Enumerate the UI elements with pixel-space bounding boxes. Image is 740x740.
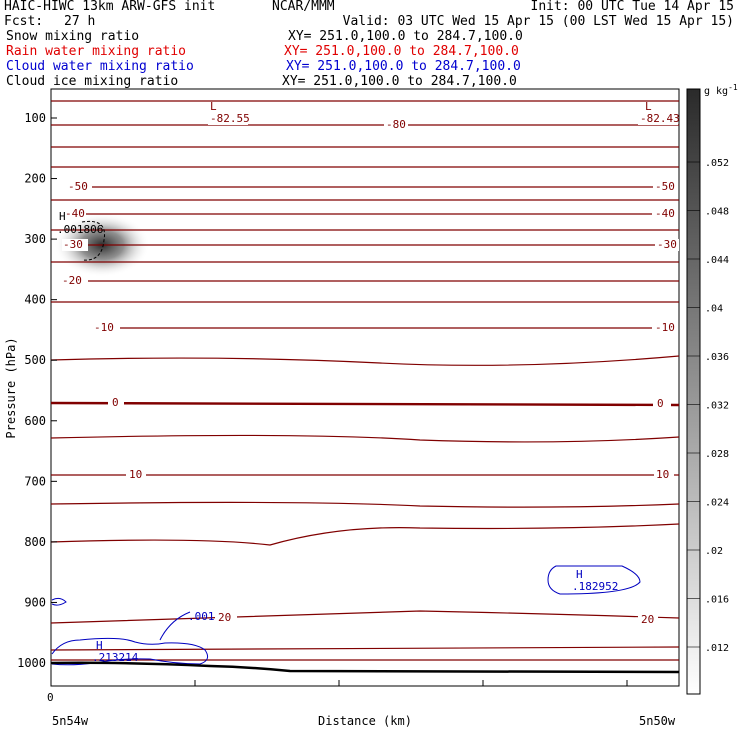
colorbar-tick-label: .048	[705, 207, 729, 218]
contour-label-m20: -20	[62, 274, 82, 287]
field-snow-xy: XY= 251.0,100.0 to 284.7,100.0	[288, 29, 523, 44]
colorbar-tick-label: .04	[705, 304, 723, 315]
colorbar-tick-label: .036	[705, 352, 729, 363]
y-tick-label: 800	[24, 535, 46, 549]
cloud-water-contour-label: .001	[188, 610, 215, 623]
contour-label-10-right: 10	[656, 468, 669, 481]
y-axis: 100 200 300 400 500 600 700 800 900 1000	[17, 111, 57, 670]
y-tick-label: 100	[24, 111, 46, 125]
field-cloudice-name: Cloud ice mixing ratio	[6, 74, 179, 89]
terrain-line	[50, 661, 680, 674]
contour-label-20-left: 20	[218, 611, 231, 624]
y-tick-label: 500	[24, 353, 46, 367]
cloud-water-max-right-symbol: H	[576, 568, 583, 581]
low-marker-right: L	[645, 100, 652, 113]
x-axis-title: Distance (km)	[318, 714, 412, 728]
forecast-label: Fcst:	[4, 14, 44, 29]
contour-label-m50-left: -50	[68, 180, 88, 193]
field-cloudwater-xy: XY= 251.0,100.0 to 284.7,100.0	[286, 59, 521, 74]
cloud-ice-max: H .001806	[57, 210, 103, 236]
y-tick-label: 600	[24, 414, 46, 428]
cloud-water-max-left-symbol: H	[96, 639, 103, 652]
temperature-contour-labels: L -82.55 L -82.43 -80 -50 -50 -40 -40 -3…	[62, 100, 680, 626]
cloud-water-contours	[51, 565, 641, 666]
contour-label-m30-left: -30	[63, 238, 83, 251]
y-tick-label: 400	[24, 293, 46, 307]
contour-label-0-right: 0	[657, 397, 664, 410]
y-tick-label: 900	[24, 595, 46, 609]
x-axis: 0 Distance (km) 5n54w 5n50w	[47, 680, 676, 728]
temperature-contours	[50, 100, 680, 661]
field-rain-xy: XY= 251.0,100.0 to 284.7,100.0	[284, 44, 519, 59]
cloud-water-max-left-value: .213214	[92, 651, 139, 664]
cloud-ice-contour	[81, 220, 106, 261]
contour-label-10-left: 10	[129, 468, 142, 481]
low-value-left: -82.55	[210, 112, 250, 125]
cloud-ice-max-symbol: H	[59, 210, 66, 223]
colorbar-tick-label: .032	[705, 401, 729, 412]
field-snow-name: Snow mixing ratio	[6, 29, 140, 44]
x-axis-zero-label: 0	[47, 691, 54, 704]
colorbar-unit: g kg-1	[704, 83, 738, 97]
colorbar-unit-base: g kg	[704, 86, 728, 97]
y-tick-label: 1000	[17, 656, 46, 670]
x-end-location: 5n50w	[639, 714, 676, 728]
contour-label-20-right: 20	[641, 613, 654, 626]
colorbar-tick-label: .012	[705, 643, 729, 654]
field-rain-name: Rain water mixing ratio	[6, 44, 187, 59]
contour-label-m30-right: -30	[657, 238, 677, 251]
contour-label-m10-left: -10	[94, 321, 114, 334]
y-axis-title: Pressure (hPa)	[4, 337, 18, 438]
y-tick-label: 700	[24, 474, 46, 488]
org-label: NCAR/MMM	[272, 0, 335, 14]
low-value-right: -82.43	[640, 112, 680, 125]
colorbar-gradient	[686, 88, 701, 695]
colorbar-tick-label: .016	[705, 595, 729, 606]
field-cloudwater-name: Cloud water mixing ratio	[6, 59, 194, 74]
colorbar-tick-label: .052	[705, 158, 729, 169]
y-tick-label: 300	[24, 232, 46, 246]
colorbar-tick-label: .024	[705, 498, 729, 509]
contour-label-m40-right: -40	[655, 207, 675, 220]
colorbar-tick-label: .044	[705, 255, 729, 266]
colorbar: .012 .016 .02 .024 .028 .032 .036 .04 .044 .048 .0…	[686, 83, 738, 695]
valid-time: Valid: 03 UTC Wed 15 Apr 15 (00 LST Wed …	[342, 14, 734, 29]
plot-frame	[50, 88, 680, 687]
colorbar-tick-label: .02	[705, 546, 723, 557]
y-tick-label: 200	[24, 172, 46, 186]
model-title: HAIC-HIWC 13km ARW-GFS init	[4, 0, 216, 14]
cloud-water-labels: .001 H .213214 H .182952	[92, 568, 618, 664]
forecast-hours: 27 h	[64, 14, 96, 29]
x-start-location: 5n54w	[52, 714, 89, 728]
contour-label-m80: -80	[386, 118, 406, 131]
cloud-water-max-right-value: .182952	[572, 580, 618, 593]
colorbar-tick-label: .028	[705, 449, 729, 460]
low-marker-left: L	[210, 100, 217, 113]
cloud-ice-max-value: .001806	[57, 223, 103, 236]
field-cloudice-xy: XY= 251.0,100.0 to 284.7,100.0	[282, 74, 517, 89]
init-time: Init: 00 UTC Tue 14 Apr 15	[530, 0, 735, 14]
contour-label-m50-right: -50	[655, 180, 675, 193]
contour-label-m10-right: -10	[655, 321, 675, 334]
contour-label-0-left: 0	[112, 396, 119, 409]
colorbar-unit-exponent: -1	[728, 83, 738, 92]
contour-label-m40-left: -40	[65, 207, 85, 220]
